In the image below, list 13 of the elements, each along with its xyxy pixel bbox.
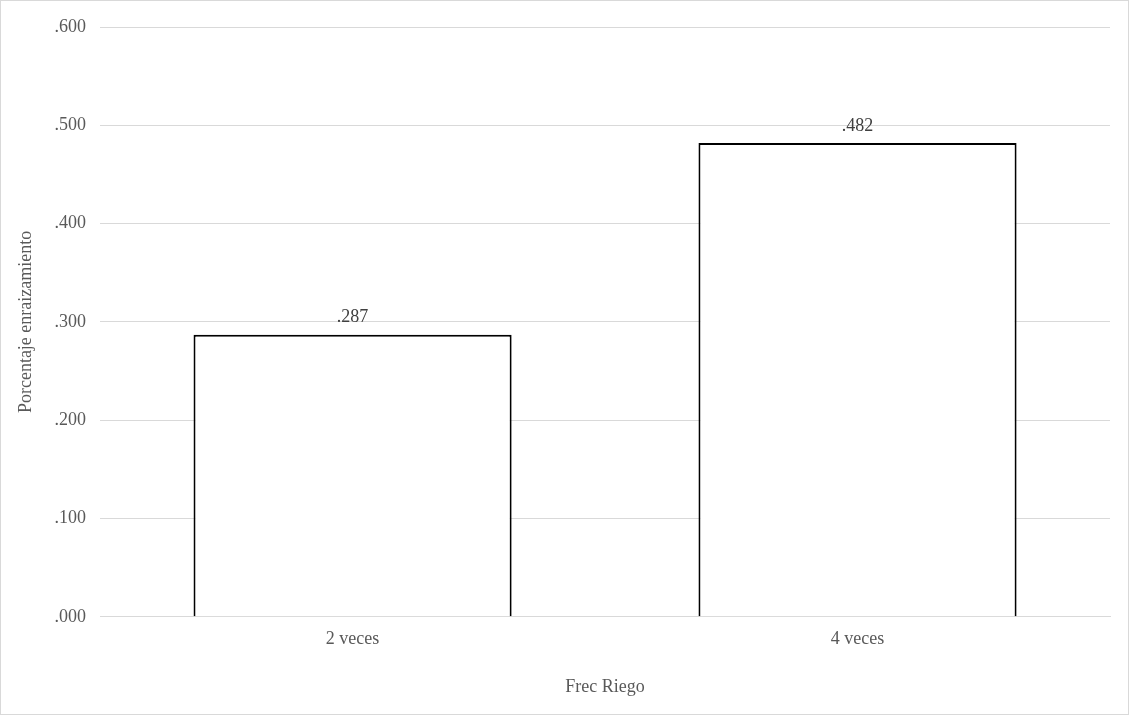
y-tick-label: .400 [54, 212, 87, 233]
data-label: .482 [841, 114, 874, 135]
y-axis-title: Porcentaje enraizamiento [14, 230, 35, 414]
data-label: .287 [336, 306, 369, 327]
y-tick-label: .200 [54, 408, 87, 429]
y-tick-label: .100 [54, 507, 87, 528]
y-tick-label: .500 [54, 114, 87, 135]
y-tick-label: .300 [54, 310, 87, 331]
y-tick-label: .000 [54, 605, 87, 626]
y-tick-label: .600 [54, 15, 87, 36]
x-axis-title: Frec Riego [565, 675, 645, 696]
x-tick-label: 2 veces [325, 628, 380, 649]
x-tick-label: 4 veces [830, 628, 885, 649]
